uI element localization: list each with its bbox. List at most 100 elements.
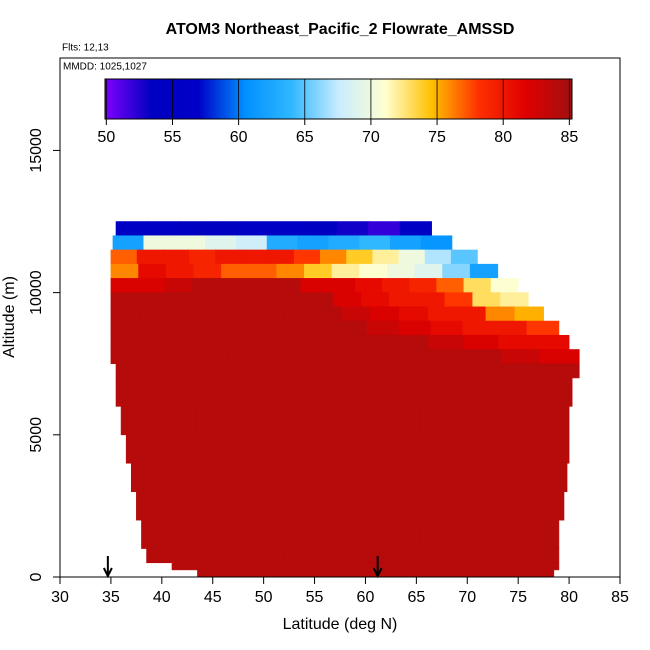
heatmap [110, 221, 580, 578]
heatmap-cell [436, 278, 465, 293]
heatmap-cell [388, 292, 418, 308]
heatmap-cell [203, 462, 277, 492]
heatmap-cell [366, 320, 400, 336]
heatmap-cell [125, 434, 201, 464]
heatmap-cell [419, 406, 495, 436]
heatmap-cell [193, 263, 222, 279]
heatmap-cell [174, 235, 206, 251]
heatmap-cell [273, 434, 348, 464]
heatmap-cell [266, 235, 299, 251]
heatmap-cell [192, 363, 271, 379]
heatmap-cell [192, 278, 220, 293]
heatmap-cell [136, 249, 164, 265]
heatmap-cell [444, 292, 474, 308]
heatmap-cell [162, 249, 190, 265]
heatmap-cell [278, 491, 351, 521]
heatmap-cell [210, 221, 243, 237]
heatmap-cell [424, 249, 452, 265]
heatmap-cell [145, 334, 182, 350]
heatmap-cell [297, 235, 330, 251]
heatmap-cell [146, 548, 216, 564]
heatmap-cell [143, 235, 175, 251]
heatmap-cell [526, 320, 560, 336]
heatmap-cell [110, 249, 138, 265]
heatmap-cell [382, 278, 410, 293]
heatmap-cell [494, 320, 528, 336]
heatmap-cell [174, 320, 208, 336]
heatmap-cell [302, 320, 336, 336]
heatmap-cell [266, 349, 307, 365]
heatmap-cell [336, 221, 369, 237]
heatmap-cell [273, 221, 306, 237]
heatmap-cell [168, 306, 198, 322]
heatmap-cell [322, 334, 358, 350]
heatmap-cell [305, 349, 346, 365]
heatmap-cell [421, 462, 495, 492]
heatmap-cell [421, 548, 491, 564]
heatmap-cell [442, 263, 471, 279]
heatmap-cell [110, 292, 140, 308]
heatmap-cell [456, 306, 487, 322]
heatmap-cell [110, 320, 144, 336]
heatmap-cell [390, 235, 422, 251]
flights-label: Flts: 12,13 [62, 43, 109, 54]
heatmap-cell [215, 249, 243, 265]
heatmap-cell [227, 349, 268, 365]
heatmap-cell [490, 278, 519, 293]
heatmap-cell [539, 349, 580, 365]
heatmap-cell [429, 562, 495, 571]
heatmap-cell [320, 249, 347, 265]
dates-label: MMDD: 1025,1027 [63, 62, 147, 73]
plot-frame [59, 57, 621, 578]
heatmap-cell [149, 349, 190, 365]
heatmap-cell [427, 334, 464, 350]
heatmap-cell [221, 292, 251, 308]
heatmap-cell [424, 363, 503, 379]
y-tick-label: 5000 [28, 417, 45, 453]
heatmap-cell [489, 519, 560, 549]
heatmap-cell [115, 221, 148, 237]
chart-title: ATOM3 Northeast_Pacific_2 Flowrate_AMSSD [166, 21, 515, 38]
heatmap-cell [533, 334, 570, 350]
x-tick-label: 40 [153, 589, 171, 606]
heatmap-cell [409, 278, 438, 293]
heatmap-cell [130, 462, 205, 492]
heatmap-cell [494, 434, 570, 464]
heatmap-cell [110, 349, 151, 365]
heatmap-cell [370, 306, 400, 322]
heatmap-cell [430, 320, 464, 336]
heatmap-cell [235, 235, 268, 251]
heatmap-cell [188, 349, 229, 365]
heatmap-cell [495, 377, 573, 407]
heatmap-cell [344, 406, 421, 436]
x-tick-label: 60 [357, 589, 375, 606]
heatmap-cell [115, 377, 193, 407]
heatmap-cell [421, 434, 496, 464]
heatmap-cell [472, 292, 501, 308]
x-tick-label: 30 [51, 589, 69, 606]
heatmap-cell [205, 235, 237, 251]
heatmap-cell [357, 334, 394, 350]
heatmap-cell [386, 263, 416, 279]
heatmap-cell [112, 235, 145, 251]
x-tick-label: 45 [204, 589, 222, 606]
heatmap-cell [138, 263, 167, 279]
heatmap-cell [181, 334, 217, 350]
heatmap-cell [312, 306, 342, 322]
heatmap-cell [348, 462, 423, 492]
heatmap-cell [110, 334, 147, 350]
heatmap-cell [164, 278, 193, 293]
heatmap-cell [191, 377, 269, 407]
heatmap-cell [110, 306, 141, 322]
heatmap-cell [286, 334, 323, 350]
heatmap-cell [139, 306, 169, 322]
heatmap-cell [273, 278, 302, 293]
heatmap-cell [305, 221, 338, 237]
heatmap-cell [361, 292, 390, 308]
heatmap-cell [206, 320, 240, 336]
heatmap-cell [267, 249, 295, 265]
heatmap-cell [110, 263, 139, 279]
x-tick-label: 85 [611, 589, 629, 606]
heatmap-cell [270, 406, 346, 436]
colorbar-tick-label: 55 [164, 129, 182, 146]
